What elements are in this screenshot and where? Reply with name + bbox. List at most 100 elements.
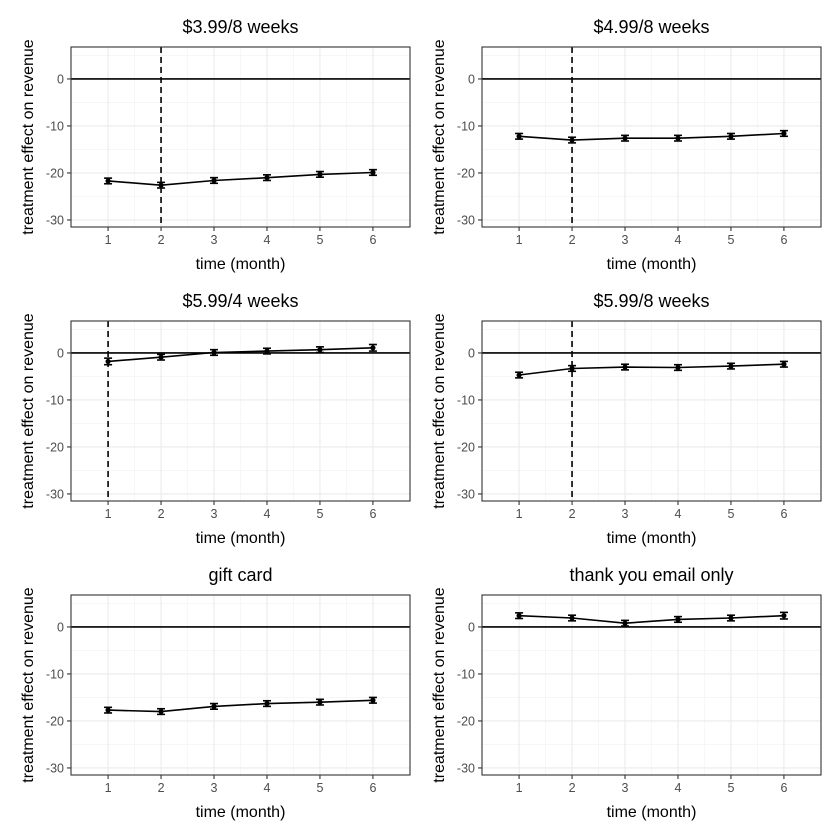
x-tick-label: 6: [369, 507, 376, 521]
y-tick-label: -10: [46, 119, 64, 133]
y-tick-label: -30: [457, 213, 475, 227]
data-point: [264, 175, 270, 181]
x-tick-label: 5: [316, 781, 323, 795]
x-tick-label: 1: [105, 233, 112, 247]
panel-title: $4.99/8 weeks: [593, 17, 709, 37]
y-tick-label: 0: [468, 346, 475, 360]
y-tick-label: -10: [457, 119, 475, 133]
panel-4: 1 2 3 4 5 6 0 -10 -20 -30 $5.99/8 weeks time (month…: [431, 291, 822, 547]
data-point: [569, 615, 575, 621]
series-line: [519, 132, 784, 141]
x-tick-label: 3: [211, 781, 218, 795]
panel-border: [481, 594, 822, 776]
series-line: [519, 614, 784, 625]
panel-title: $3.99/8 weeks: [182, 17, 298, 37]
data-point: [317, 699, 323, 705]
data-point: [675, 616, 681, 623]
data-point: [728, 133, 734, 139]
series-line: [108, 347, 373, 363]
y-tick-label: -20: [46, 714, 64, 728]
panel-border: [481, 46, 822, 228]
x-axis-label: time (month): [196, 804, 286, 821]
y-tick-label: -20: [457, 440, 475, 454]
data-point: [158, 354, 164, 360]
y-tick-label: -20: [46, 166, 64, 180]
y-axis-label: treatment effect on revenue: [431, 587, 448, 782]
y-tick-label: -10: [46, 393, 64, 407]
panel-3: 1 2 3 4 5 6 0 -10 -20 -30 $5.99/4 weeks time (month…: [20, 291, 411, 547]
x-axis-label: time (month): [607, 256, 697, 273]
x-tick-label: 4: [675, 781, 682, 795]
x-axis-label: time (month): [607, 530, 697, 547]
y-tick-label: 0: [57, 620, 64, 634]
x-tick-label: 2: [158, 233, 165, 247]
data-point: [370, 345, 376, 351]
x-tick-label: 5: [727, 233, 734, 247]
data-point: [317, 347, 323, 353]
panel-border: [70, 320, 411, 502]
series-line: [108, 699, 373, 713]
y-axis-label: treatment effect on revenue: [431, 39, 448, 234]
x-tick-label: 5: [727, 781, 734, 795]
x-axis-label: time (month): [196, 530, 286, 547]
data-point: [622, 135, 628, 141]
x-tick-label: 6: [780, 781, 787, 795]
data-point: [516, 613, 522, 619]
y-tick-label: -20: [457, 166, 475, 180]
y-axis-label: treatment effect on revenue: [20, 39, 37, 234]
data-point: [781, 613, 787, 619]
x-tick-label: 6: [780, 233, 787, 247]
x-tick-label: 2: [569, 781, 576, 795]
data-point: [317, 171, 323, 177]
data-point: [158, 182, 164, 188]
x-axis-label: time (month): [607, 804, 697, 821]
panel-5: 1 2 3 4 5 6 0 -10 -20 -30 gift card time (month) tre…: [20, 565, 411, 821]
x-tick-label: 3: [622, 507, 629, 521]
series-line: [108, 171, 373, 187]
data-point: [622, 620, 628, 626]
y-tick-label: -30: [46, 213, 64, 227]
data-point: [781, 361, 787, 367]
panel-2: 1 2 3 4 5 6 0 -10 -20 -30 $4.99/8 weeks time (month…: [431, 17, 822, 273]
y-tick-label: -20: [46, 440, 64, 454]
x-tick-label: 4: [675, 507, 682, 521]
x-tick-label: 1: [105, 781, 112, 795]
y-tick-label: -30: [46, 487, 64, 501]
x-tick-label: 5: [727, 507, 734, 521]
panel-title: $5.99/4 weeks: [182, 291, 298, 311]
x-tick-label: 2: [569, 507, 576, 521]
data-point: [675, 364, 681, 371]
data-point: [211, 349, 217, 356]
y-axis-label: treatment effect on revenue: [20, 587, 37, 782]
data-point: [569, 137, 575, 143]
y-tick-label: 0: [57, 346, 64, 360]
data-point: [569, 365, 575, 372]
data-point: [105, 178, 111, 184]
x-tick-label: 2: [158, 507, 165, 521]
x-tick-label: 3: [622, 781, 629, 795]
series-line: [519, 363, 784, 376]
x-tick-label: 4: [264, 507, 271, 521]
data-point: [158, 708, 164, 715]
y-tick-label: -30: [457, 487, 475, 501]
panel-6: 1 2 3 4 5 6 0 -10 -20 -30 thank you email only time…: [431, 565, 822, 821]
y-tick-label: -10: [457, 667, 475, 681]
panel-title: $5.99/8 weeks: [593, 291, 709, 311]
data-point: [264, 700, 270, 707]
x-tick-label: 3: [211, 233, 218, 247]
panel-border: [70, 46, 411, 228]
data-point: [370, 169, 376, 176]
panel-border: [70, 594, 411, 776]
data-point: [728, 363, 734, 369]
x-tick-label: 5: [316, 233, 323, 247]
panel-title: gift card: [208, 565, 272, 585]
y-tick-label: 0: [57, 72, 64, 86]
data-point: [211, 703, 217, 709]
y-tick-label: 0: [468, 620, 475, 634]
data-point: [622, 364, 628, 370]
panel-border: [481, 320, 822, 502]
y-tick-label: -10: [46, 667, 64, 681]
data-point: [264, 348, 270, 354]
x-tick-label: 5: [316, 507, 323, 521]
